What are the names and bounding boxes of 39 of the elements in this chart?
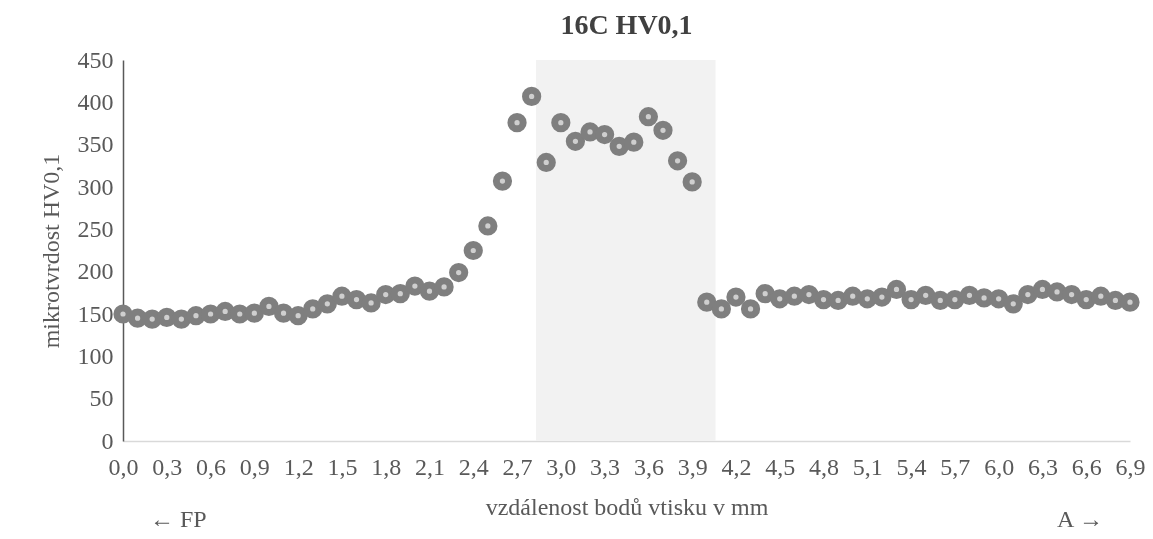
x-tick-label: 2,1: [414, 453, 445, 480]
y-axis-title: mikrotvrdost HV0,1: [37, 153, 64, 349]
y-tick-label: 0: [101, 427, 114, 454]
y-tick-label: 250: [77, 215, 114, 242]
x-tick-label: 1,2: [283, 453, 314, 480]
x-tick-label: 2,4: [458, 453, 489, 480]
x-tick-label: 1,8: [371, 453, 402, 480]
x-tick-label: 0,6: [196, 453, 227, 480]
x-tick-label: 4,8: [809, 453, 840, 480]
x-tick-label: 5,4: [896, 453, 927, 480]
x-tick-label: 5,7: [940, 453, 971, 480]
y-tick-label: 200: [77, 258, 114, 285]
text: ← FP: [150, 506, 207, 533]
x-tick-label: 6,0: [984, 453, 1015, 480]
x-tick-label: 3,6: [633, 453, 664, 480]
x-tick-label: 5,1: [852, 453, 883, 480]
x-tick-label: 0,9: [239, 453, 270, 480]
x-tick-label: 4,5: [765, 453, 796, 480]
y-tick-label: 100: [77, 342, 114, 369]
x-tick-label: 1,5: [327, 453, 358, 480]
x-tick-label: 6,9: [1115, 453, 1146, 480]
y-tick-label: 50: [89, 385, 114, 412]
text: A →: [1056, 506, 1103, 533]
y-tick-label: 300: [77, 173, 114, 200]
x-tick-label: 0,3: [152, 453, 183, 480]
y-tick-label: 400: [77, 88, 114, 115]
chart-title: 16C HV0,1: [560, 9, 693, 40]
x-tick-label: 2,7: [502, 453, 533, 480]
x-tick-label: 0,0: [108, 453, 139, 480]
x-tick-label: 4,2: [721, 453, 752, 480]
x-axis-title: vzdálenost bodů vtisku v mm: [485, 493, 769, 520]
y-tick-label: 350: [77, 131, 114, 158]
x-tick-label: 6,3: [1027, 453, 1058, 480]
x-tick-label: 3,9: [677, 453, 708, 480]
y-tick-label: 450: [77, 46, 114, 73]
x-tick-label: 3,0: [546, 453, 577, 480]
x-tick-label: 3,3: [590, 453, 621, 480]
y-tick-label: 150: [77, 300, 114, 327]
x-tick-label: 6,6: [1071, 453, 1102, 480]
